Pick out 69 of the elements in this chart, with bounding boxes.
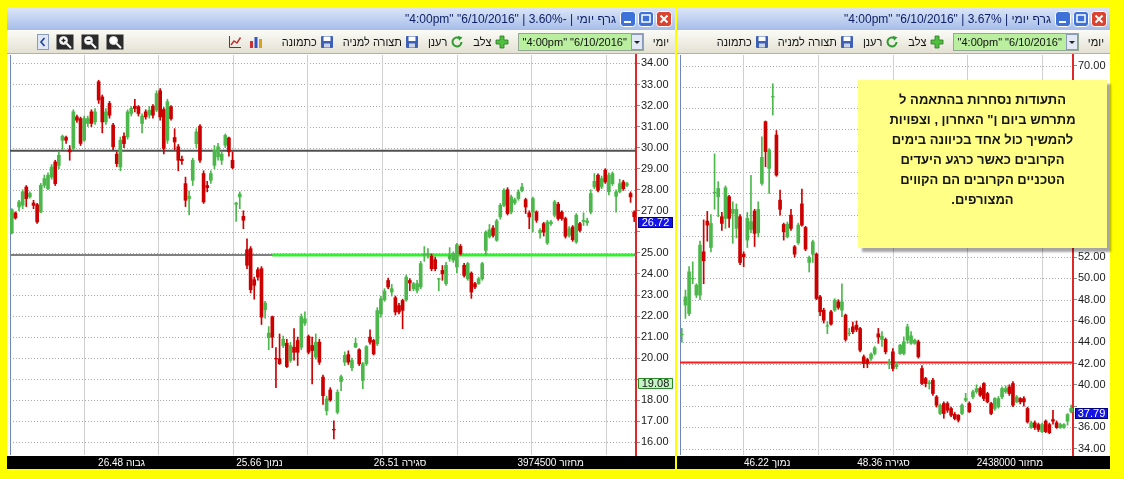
candlestick xyxy=(310,336,314,385)
y-tick-label: 70.00 xyxy=(1078,58,1106,71)
candlestick xyxy=(927,380,932,390)
y-tick-label: 33.00 xyxy=(641,77,669,90)
text: "4:00pm" "6/10/2016" xyxy=(521,34,628,49)
text: 46.22 נמוך xyxy=(743,456,791,469)
y-tick-label: 42.00 xyxy=(1078,356,1106,369)
y-tick-label: 25.00 xyxy=(641,245,669,258)
text: 26.51 סגירה xyxy=(373,456,427,469)
text: צלב xyxy=(908,35,927,48)
y-tick-label: 30.00 xyxy=(641,140,669,153)
text: 25.66 נמוך xyxy=(236,456,283,469)
candlestick xyxy=(292,328,296,361)
y-tick-label: 50.00 xyxy=(1078,271,1106,284)
y-tick-label: 16.00 xyxy=(641,435,669,448)
candlestick xyxy=(436,277,441,292)
candlestick xyxy=(67,145,72,161)
sticky-note: התעודות נסחרות בהתאמה ל מתרחש ביום ן" האחרון , וצפויות להמשיך כול אחד בכיוונה בימים הקרובים כאשר כרגע היעדים הטכניים הקרובים הם הקווים המצורפים. xyxy=(858,80,1107,248)
y-tick-label: 32.00 xyxy=(641,98,669,111)
text: רענן xyxy=(862,35,883,48)
y-tick-label: 40.00 xyxy=(1078,377,1106,390)
candlestick xyxy=(730,201,735,244)
candlestick xyxy=(887,358,892,370)
y-tick-label: 34.00 xyxy=(1078,441,1106,454)
candlestick xyxy=(847,328,852,337)
text: 26.48 גבוה xyxy=(98,456,146,469)
text: כתמונה xyxy=(281,35,317,48)
y-tick-label: 24.00 xyxy=(641,266,669,279)
text: "4:00pm" "6/10/2016" xyxy=(956,34,1063,49)
text: יומי xyxy=(1087,35,1104,48)
y-tick-label: 18.00 xyxy=(641,393,669,406)
y-tick-label: 20.00 xyxy=(641,351,669,364)
text: 26.72 xyxy=(641,216,670,229)
candlestick xyxy=(770,83,775,116)
y-tick-label: 36.00 xyxy=(1078,420,1106,433)
y-tick-label: 27.00 xyxy=(641,203,669,216)
text: כתמונה xyxy=(716,35,752,48)
y-tick-label: 44.00 xyxy=(1078,335,1106,348)
text: רענן xyxy=(427,35,448,48)
candlestick xyxy=(880,331,884,347)
candlestick xyxy=(133,98,137,113)
text: 48.36 סגירה xyxy=(857,456,910,469)
text: יומי xyxy=(652,35,669,48)
candlestick xyxy=(266,326,271,351)
candlestick xyxy=(237,191,242,210)
candlestick xyxy=(408,278,412,292)
chart-title: "4:00pm" "6/10/2016" | גרף יומי | -3.60% xyxy=(405,12,616,26)
y-tick-label: 34.00 xyxy=(641,56,669,69)
y-tick-label: 21.00 xyxy=(641,330,669,343)
chart-title: "4:00pm" "6/10/2016" | גרף יומי | 3.67% xyxy=(844,12,1051,26)
text: 37.79 xyxy=(1077,407,1106,420)
text: תצורה למניה xyxy=(342,35,402,48)
y-tick-label: 48.00 xyxy=(1078,292,1106,305)
y-tick-label: 31.00 xyxy=(641,119,669,132)
y-tick-label: 29.00 xyxy=(641,161,669,174)
y-tick-label: 52.00 xyxy=(1078,250,1106,263)
y-tick-label: 22.00 xyxy=(641,309,669,322)
y-tick-label: 17.00 xyxy=(641,414,669,427)
y-tick-label: 28.00 xyxy=(641,182,669,195)
text: צלב xyxy=(473,35,492,48)
text: 2438000 מחזור xyxy=(976,456,1044,469)
candlestick xyxy=(187,190,191,216)
candlestick xyxy=(1051,409,1055,425)
candlestick xyxy=(426,248,430,259)
text: 3974500 מחזור xyxy=(517,456,584,469)
text: תצורה למניה xyxy=(777,35,837,48)
y-tick-label: 23.00 xyxy=(641,288,669,301)
text: 19.08 xyxy=(641,377,670,390)
y-tick-label: 46.00 xyxy=(1078,313,1106,326)
